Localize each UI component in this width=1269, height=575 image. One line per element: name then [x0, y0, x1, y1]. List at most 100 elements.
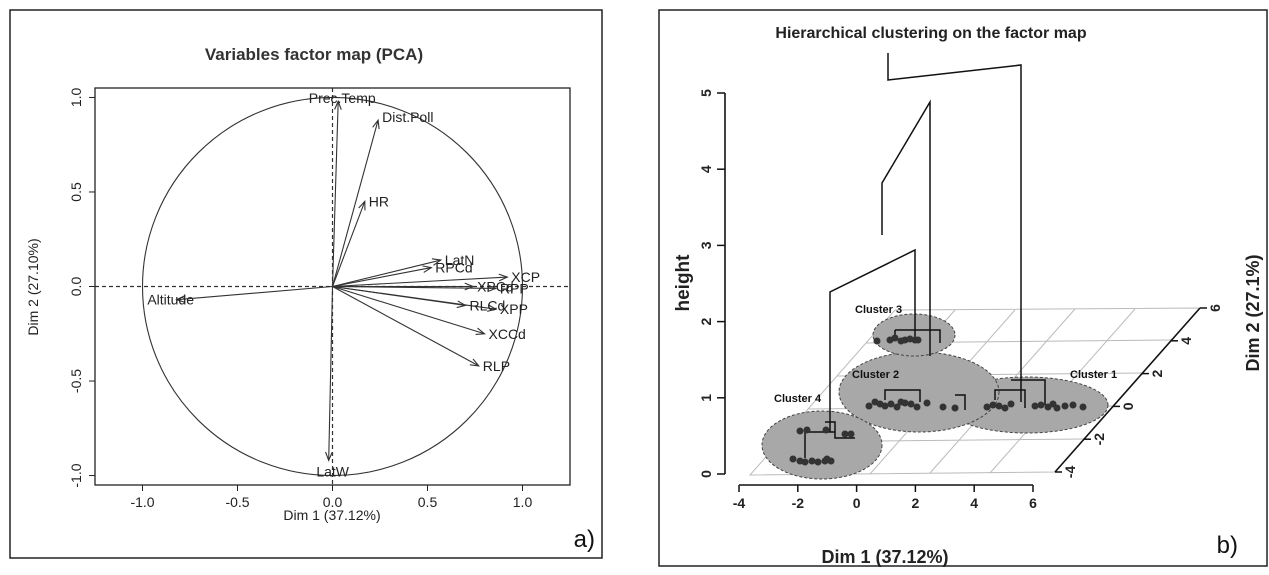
x-axis-label: Dim 1 (37.12%) [283, 507, 380, 523]
y-tick-label: 6 [1207, 304, 1223, 312]
y-tick-label: 4 [1178, 337, 1194, 345]
cluster-point [1007, 400, 1015, 408]
y-tick-label: 0 [1120, 402, 1136, 410]
cluster-point [1053, 404, 1061, 412]
x-tick-label: -4 [733, 495, 746, 511]
arrow-head [431, 258, 443, 266]
height-axis: 0 1 2 3 4 5 [698, 89, 725, 478]
arrow-head [464, 282, 475, 291]
variable-label: Altitude [147, 292, 194, 308]
variable-arrow [331, 101, 339, 287]
variable-xcp: XCP [332, 269, 540, 288]
arrow-head [175, 295, 186, 303]
x-tick-label: 1.0 [513, 494, 533, 510]
clustering-chart: Hierarchical clustering on the factor ma… [658, 9, 1268, 567]
cluster-point [803, 426, 811, 434]
z-tick-label: 3 [698, 241, 714, 249]
z-axis-label: height [673, 254, 694, 312]
cluster-point [951, 404, 959, 412]
variable-arrow [332, 259, 441, 288]
x-tick-label: -1.0 [130, 494, 154, 510]
variable-arrow [332, 285, 466, 306]
arrow-head [487, 284, 498, 293]
variable-arrow [331, 201, 366, 287]
dim2-axis: -4 -2 0 2 4 6 [1055, 304, 1223, 478]
panel-label: b) [1217, 532, 1238, 559]
cluster-points [789, 334, 1087, 466]
pca-variables-chart: Variables factor map (PCA) -1.0 -0.5 0.0 0.… [9, 9, 603, 559]
variable-label: LatN [445, 252, 475, 268]
cluster-point [808, 457, 816, 465]
cluster-3-label: Cluster 3 [855, 304, 902, 316]
variable-arrow [331, 119, 379, 287]
variable-hr: HR [331, 193, 389, 287]
cluster-point [847, 430, 855, 438]
arrow-head [475, 327, 486, 336]
variable-arrow [332, 286, 480, 367]
cluster-4-ellipse [761, 410, 883, 480]
arrow-head [325, 451, 333, 462]
variable-prec-temp: Prec.Temp [309, 90, 376, 287]
x-tick-label: -2 [792, 495, 805, 511]
variable-rlcd: RLCd [332, 285, 505, 313]
cluster-point [887, 400, 895, 408]
variable-label: HR [369, 193, 389, 209]
cluster-point [893, 403, 901, 411]
cluster-point [801, 458, 809, 466]
cluster-point [873, 337, 881, 345]
cluster-point [827, 457, 835, 465]
x-tick-label: 4 [970, 495, 978, 511]
panel-b-border [658, 9, 1268, 567]
cluster-3-ellipse [872, 313, 956, 357]
cluster-point [841, 430, 849, 438]
y-axis-label: Dim 2 (27.1%) [1243, 254, 1263, 371]
z-tick-label: 4 [698, 165, 714, 173]
cluster-point [822, 426, 830, 434]
cluster-point [1001, 404, 1009, 412]
arrow-head [422, 265, 433, 273]
variable-label: RPCd [435, 260, 472, 276]
x-tick-label: 0 [853, 495, 861, 511]
variable-arrow [176, 285, 333, 301]
variable-altitude: Altitude [147, 285, 333, 308]
x-tick-label: 2 [912, 495, 920, 511]
variable-label: Dist.Poll [382, 109, 433, 125]
variable-label: Prec.Temp [309, 90, 376, 106]
cluster-point [907, 400, 915, 408]
z-tick-label: 0 [698, 470, 714, 478]
z-tick-label: 1 [698, 394, 714, 402]
cluster-point [1037, 401, 1045, 409]
variable-label: LatW [316, 463, 349, 479]
cluster-2-label: Cluster 2 [852, 369, 899, 381]
arrow-head [456, 300, 467, 309]
y-axis-label: Dim 2 (27.10%) [25, 238, 41, 335]
variable-latn: LatN [332, 252, 475, 288]
unit-circle [141, 96, 524, 477]
y-tick-label: 0.0 [68, 277, 84, 297]
cluster-point [814, 458, 822, 466]
variable-label: XPP [500, 301, 528, 317]
variable-label: XPCd [477, 279, 514, 295]
variable-label: RLP [483, 358, 510, 374]
variable-rlp: RLP [332, 286, 510, 374]
dim1-axis: -4 -2 0 2 4 6 [733, 485, 1037, 511]
cluster-point [939, 403, 947, 411]
cluster-4-label: Cluster 4 [774, 393, 822, 405]
panel-label: a) [574, 526, 595, 553]
panel-a-border [9, 9, 603, 559]
cluster-point [865, 402, 873, 410]
cluster-point [1069, 401, 1077, 409]
variable-rpcd: RPCd [332, 260, 473, 288]
chart-title: Variables factor map (PCA) [205, 45, 423, 64]
arrow-head [372, 118, 380, 130]
z-tick-label: 2 [698, 317, 714, 325]
variable-rpp: RPP [332, 280, 529, 296]
variable-label: XCP [511, 269, 540, 285]
y-tick-label: -1.0 [68, 463, 84, 487]
cluster-point [995, 402, 1003, 410]
x-tick-label: 0.0 [323, 494, 343, 510]
z-tick-label: 5 [698, 89, 714, 97]
cluster-point [881, 402, 889, 410]
cluster-point [1031, 402, 1039, 410]
